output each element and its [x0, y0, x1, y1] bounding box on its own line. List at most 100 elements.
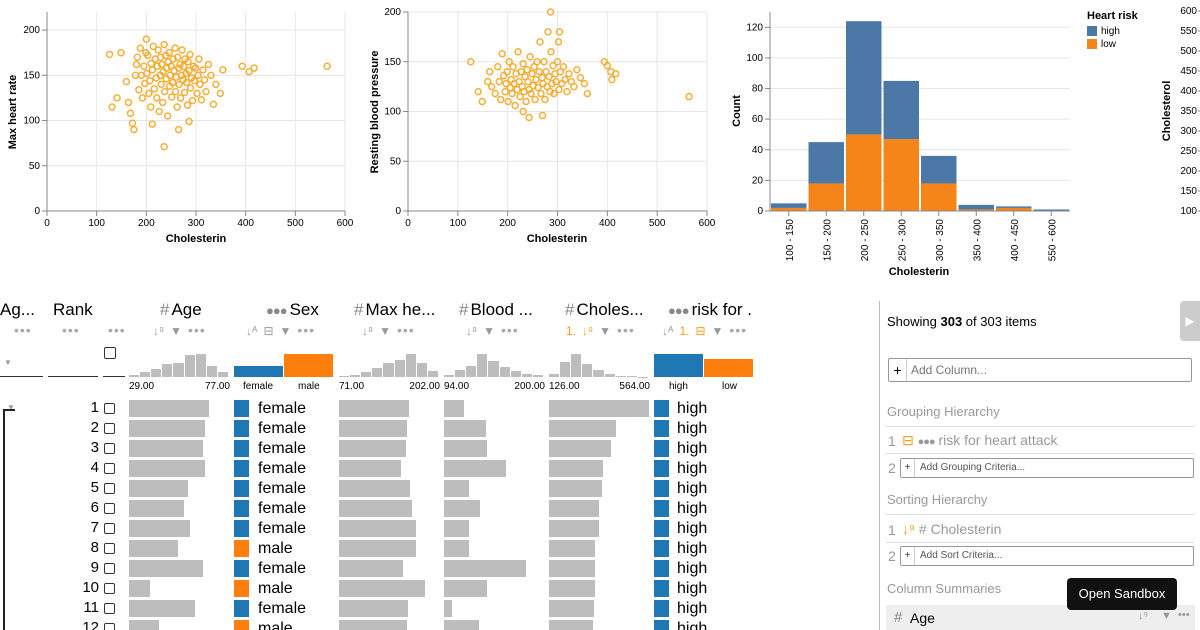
row-checkbox[interactable] [104, 583, 115, 594]
histogram-risk[interactable] [654, 354, 754, 377]
col-header-maxhr[interactable]: # Max he... [354, 300, 436, 319]
grouping-item[interactable]: ⊟ ●●● risk for heart attack [902, 432, 1058, 448]
histogram-sex[interactable] [234, 354, 334, 377]
add-grouping-criteria[interactable]: + Add Grouping Criteria... [900, 458, 1194, 478]
more-icon[interactable]: ••• [617, 322, 635, 338]
col-header-rank[interactable]: Rank [53, 300, 93, 319]
plus-icon[interactable]: + [889, 359, 907, 381]
add-column-box[interactable]: + [888, 358, 1192, 382]
hist-bin [405, 354, 416, 377]
row-checkbox[interactable] [104, 463, 115, 474]
sort-numeric-icon[interactable]: ↓⁹ [1138, 610, 1149, 622]
y-tick-label: 0 [395, 206, 401, 217]
row-checkbox[interactable] [104, 503, 115, 514]
bar-y-title: Count [731, 95, 743, 127]
row-checkbox[interactable] [104, 623, 115, 630]
blood-bar [444, 460, 506, 477]
filter-icon[interactable]: ▼ [379, 324, 392, 338]
legend-item-low[interactable]: low [1087, 39, 1138, 50]
more-icon[interactable]: ••• [14, 322, 32, 338]
more-icon[interactable]: ••• [188, 322, 206, 338]
add-column-input[interactable] [911, 361, 1181, 379]
scatter-max-heart-rate[interactable]: 0 100 200 300 400 500 600 0 50 100 150 200 Choleste… [0, 0, 360, 250]
more-icon[interactable]: ••• [297, 322, 316, 338]
col-header-chol[interactable]: # Choles... [565, 300, 644, 319]
hist-bin [173, 363, 184, 377]
more-icon[interactable]: ••• [397, 322, 415, 338]
data-point [158, 98, 167, 107]
x-tick-label: 0 [44, 218, 50, 229]
row-checkbox[interactable] [104, 603, 115, 614]
data-point [189, 62, 198, 71]
hist-bin [521, 373, 532, 377]
age-bar [129, 400, 209, 417]
sort-active-icon[interactable]: 1. ↓⁹ [566, 324, 594, 338]
sort-numeric-icon[interactable]: ↓⁹ [362, 324, 374, 338]
row-checkbox[interactable] [104, 563, 115, 574]
histogram-blood[interactable] [444, 354, 544, 377]
histogram-chol[interactable] [549, 354, 649, 377]
more-icon[interactable]: ••• [62, 322, 80, 338]
col-header-age[interactable]: # Age [160, 300, 202, 319]
more-icon[interactable]: ••• [108, 322, 126, 338]
data-point [519, 59, 527, 68]
group-collapse-icon[interactable]: ▼ [7, 403, 15, 412]
filter-icon[interactable]: ▼ [711, 324, 724, 338]
row-checkbox[interactable] [104, 403, 115, 414]
filter-icon[interactable]: ▼ [483, 324, 496, 338]
sorting-item[interactable]: ↓⁹ # Cholesterin [902, 521, 1002, 537]
filter-icon[interactable]: ▼ [1161, 610, 1172, 622]
more-icon[interactable]: ••• [501, 322, 519, 338]
col-tools-chol: 1. ↓⁹ ▼ ••• [566, 322, 641, 338]
sort-alpha-icon[interactable]: ↓ᴬ [246, 324, 258, 338]
data-point [603, 61, 612, 70]
row-checkbox[interactable] [104, 543, 115, 554]
maxhr-bar [339, 460, 401, 477]
bar-low [808, 183, 844, 211]
bar-chart-cholesterin[interactable]: 0 20 40 60 80 100 120 100 - 150 150 - 200 200 - 2… [725, 0, 1075, 285]
maxhr-bar [339, 480, 410, 497]
data-point [117, 48, 125, 57]
categorical-icon: ●●● [917, 436, 936, 448]
more-icon[interactable]: ••• [729, 322, 748, 338]
age-min-label: 29.00 [129, 381, 155, 392]
col-header-agg[interactable]: Ag... [0, 300, 35, 319]
row-checkbox[interactable] [104, 423, 115, 434]
number-icon: # [160, 300, 170, 319]
hist-bin [339, 375, 350, 377]
filter-icon[interactable]: ▼ [599, 324, 612, 338]
data-point [155, 107, 163, 116]
sort-numeric-icon[interactable]: ↓⁹ [153, 324, 165, 338]
row-checkbox[interactable] [104, 523, 115, 534]
hist-bin [571, 354, 582, 377]
more-icon[interactable]: ••• [1178, 609, 1190, 621]
panel-toggle-button[interactable]: ▶ [1180, 301, 1200, 341]
histogram-age[interactable] [129, 354, 229, 377]
col-tools-maxhr: ↓⁹ ▼ ••• [362, 322, 421, 338]
chol-bar [549, 560, 595, 577]
data-point [525, 113, 533, 122]
group-icon[interactable]: ⊟ [263, 324, 274, 338]
data-point [216, 89, 225, 98]
sort-numeric-icon[interactable]: ↓⁹ [466, 324, 478, 338]
filter-icon[interactable]: ▼ [279, 324, 292, 338]
legend-item-high[interactable]: high [1087, 26, 1138, 37]
filter-icon[interactable]: ▼ [170, 324, 183, 338]
col-header-blood[interactable]: # Blood ... [459, 300, 533, 319]
row-checkbox[interactable] [104, 443, 115, 454]
scatter-resting-bp[interactable]: 0 100 200 300 400 500 600 0 50 100 150 200 Choleste… [360, 0, 730, 250]
histogram-maxhr[interactable] [339, 354, 439, 377]
group-active-icon[interactable]: 1. ⊟ [679, 324, 706, 338]
agg-summary-line [0, 376, 43, 377]
sort-alpha-icon[interactable]: ↓ᴬ [662, 324, 674, 338]
row-checkbox[interactable] [104, 483, 115, 494]
open-sandbox-tooltip[interactable]: Open Sandbox [1067, 578, 1177, 610]
hist-bin [582, 364, 593, 377]
select-all-checkbox[interactable] [104, 347, 116, 359]
col-header-risk[interactable]: ●●●risk for ... [668, 300, 752, 319]
col-header-sex[interactable]: ●●● Sex [266, 300, 319, 319]
add-sort-criteria[interactable]: + Add Sort Criteria... [900, 546, 1194, 566]
risk-swatch [654, 500, 669, 517]
agg-summary-caret[interactable]: ▼ [4, 358, 12, 367]
data-point [191, 64, 200, 72]
